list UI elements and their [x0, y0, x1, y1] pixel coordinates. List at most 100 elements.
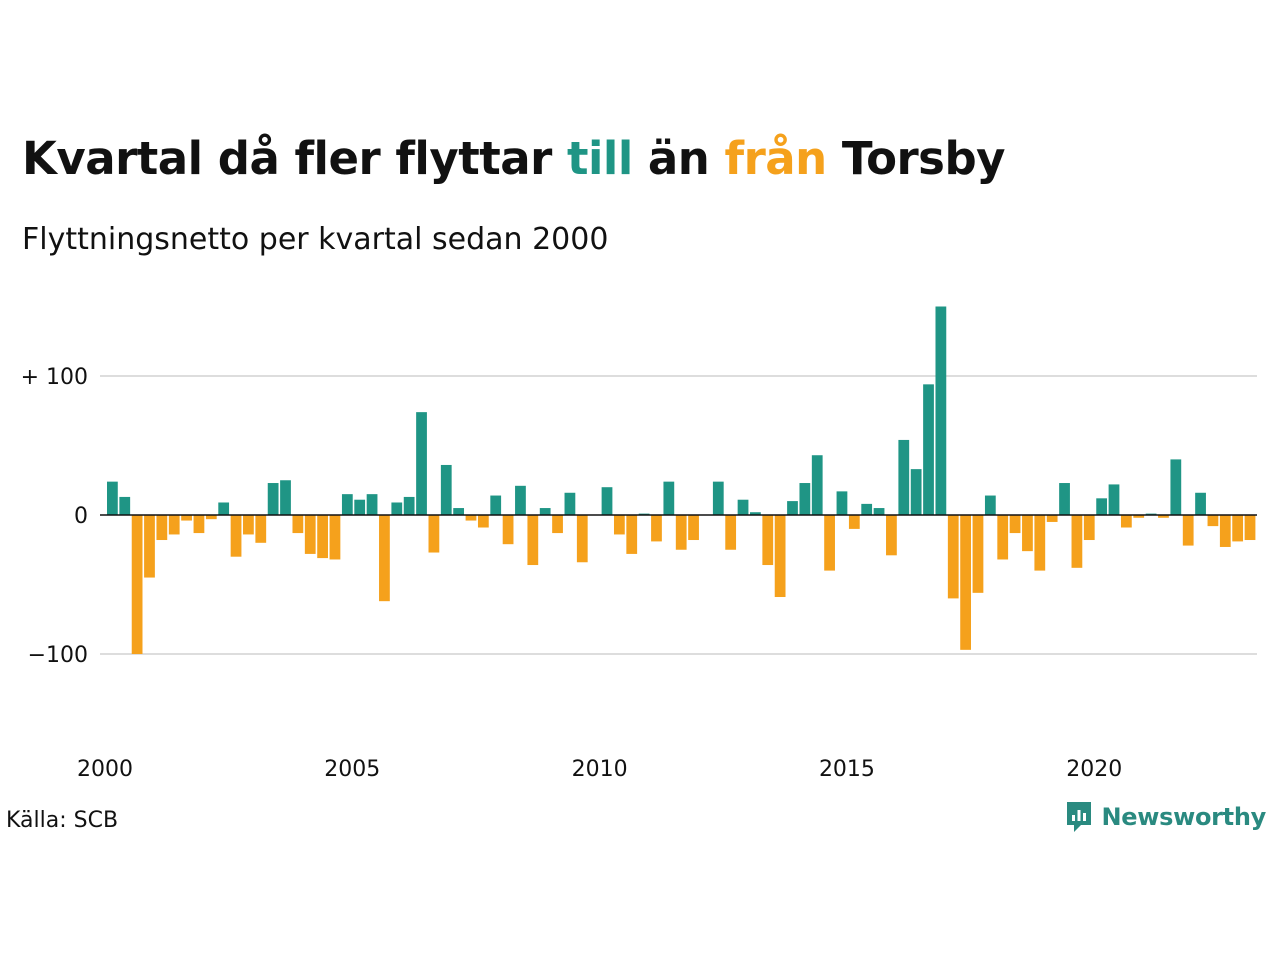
title-part-1: Kvartal då fler flyttar	[22, 132, 567, 185]
bar-2014Q2	[811, 455, 823, 515]
bar-2018Q2	[1009, 515, 1021, 534]
y-axis-labels: + 100 0 −100	[21, 365, 88, 668]
bar-2003Q3	[280, 480, 291, 515]
bar-2007Q2	[465, 515, 477, 521]
bar-2007Q3	[477, 515, 489, 528]
brand-logo: Newsworthy	[1065, 800, 1266, 834]
bar-2013Q4	[787, 501, 798, 515]
bar-2022Q1	[1195, 492, 1206, 515]
bar-2002Q2	[218, 502, 230, 515]
bar-2014Q4	[836, 491, 848, 515]
bar-2001Q2	[168, 515, 180, 535]
bar-2013Q3	[774, 515, 786, 598]
bar-2021Q2	[1158, 515, 1169, 518]
x-tick-label: 2010	[572, 757, 628, 782]
bar-2003Q1	[255, 515, 267, 543]
bar-2000Q1	[107, 481, 118, 515]
bar-2010Q1	[601, 487, 613, 515]
bar-2009Q1	[552, 515, 563, 534]
bar-2017Q4	[984, 495, 996, 515]
bar-2016Q2	[910, 469, 922, 515]
bar-2002Q4	[243, 515, 254, 535]
bar-2017Q2	[960, 515, 971, 650]
bar-2008Q2	[515, 485, 526, 515]
bar-2003Q2	[267, 483, 279, 515]
bar-2021Q3	[1170, 459, 1182, 515]
bar-2002Q3	[230, 515, 242, 557]
bar-2019Q3	[1071, 515, 1083, 568]
bar-2022Q3	[1219, 515, 1231, 547]
bar-2018Q4	[1034, 515, 1046, 571]
brand-name: Newsworthy	[1101, 803, 1266, 831]
bar-2016Q4	[935, 306, 947, 515]
bar-2013Q1	[750, 512, 761, 515]
bar-2004Q1	[304, 515, 316, 554]
bar-2014Q1	[799, 483, 811, 515]
bar-2011Q4	[688, 515, 699, 541]
bar-2013Q2	[762, 515, 774, 566]
bar-2016Q1	[898, 439, 910, 515]
bar-2015Q3	[873, 508, 885, 515]
y-tick-label: + 100	[21, 365, 88, 390]
bar-2011Q1	[651, 515, 662, 542]
bar-2008Q4	[539, 508, 551, 515]
bar-2004Q2	[317, 515, 328, 559]
bar-2015Q2	[861, 503, 873, 515]
x-axis-labels: 2000 2005 2010 2015 2020	[77, 757, 1122, 782]
bar-2019Q1	[1046, 515, 1058, 522]
newsworthy-logo-icon	[1067, 802, 1092, 832]
bar-2017Q3	[972, 515, 984, 593]
x-tick-label: 2020	[1066, 757, 1122, 782]
y-tick-label: −100	[28, 643, 88, 668]
bar-2006Q3	[428, 515, 440, 553]
bar-2005Q4	[391, 502, 403, 515]
bar-2001Q1	[156, 515, 168, 541]
bar-2020Q3	[1120, 515, 1132, 528]
bar-2008Q1	[502, 515, 514, 545]
bar-2022Q2	[1207, 515, 1219, 527]
bar-2016Q3	[923, 384, 934, 515]
bar-chart: + 100 0 −100 2000 2005 2010 2015 2020	[21, 306, 1257, 782]
x-tick-label: 2000	[77, 757, 133, 782]
bar-2004Q3	[329, 515, 341, 560]
bar-2011Q3	[675, 515, 687, 550]
bar-2006Q2	[416, 412, 427, 515]
bar-2007Q4	[490, 495, 502, 515]
bar-2011Q2	[663, 481, 675, 515]
title-part-2: än	[632, 132, 725, 185]
x-tick-label: 2015	[819, 757, 875, 782]
bar-2018Q1	[997, 515, 1009, 560]
bar-2009Q2	[564, 492, 576, 515]
bar-2012Q3	[725, 515, 737, 550]
title-word-till: till	[566, 132, 633, 185]
chart-title: Kvartal då fler flyttar till än från Tor…	[22, 132, 1006, 185]
bar-2006Q4	[440, 464, 452, 515]
bar-2022Q4	[1232, 515, 1244, 542]
bar-2005Q3	[379, 515, 390, 602]
bar-2001Q3	[181, 515, 192, 521]
bar-2015Q1	[848, 515, 860, 529]
title-part-3: Torsby	[826, 132, 1006, 185]
bar-2002Q1	[205, 515, 217, 520]
bar-2019Q4	[1083, 515, 1095, 541]
bar-2000Q3	[131, 515, 143, 654]
bar-2020Q2	[1108, 484, 1120, 515]
bar-2017Q1	[947, 515, 959, 599]
title-word-fran: från	[724, 132, 828, 185]
x-tick-label: 2005	[324, 757, 380, 782]
bar-2009Q3	[576, 515, 588, 563]
bar-2019Q2	[1059, 483, 1070, 515]
bar-2012Q2	[712, 481, 724, 515]
bar-2000Q2	[119, 496, 131, 515]
bar-2001Q4	[193, 515, 205, 534]
gridlines	[100, 375, 1257, 655]
y-tick-label: 0	[74, 504, 88, 529]
bar-2010Q2	[613, 515, 625, 535]
bar-2003Q4	[292, 515, 304, 534]
bar-2020Q4	[1133, 515, 1145, 518]
bar-2015Q4	[886, 515, 897, 556]
bar-2000Q4	[144, 515, 155, 578]
bar-2020Q1	[1096, 498, 1108, 515]
bar-2014Q3	[824, 515, 835, 571]
bar-2012Q4	[737, 499, 749, 515]
